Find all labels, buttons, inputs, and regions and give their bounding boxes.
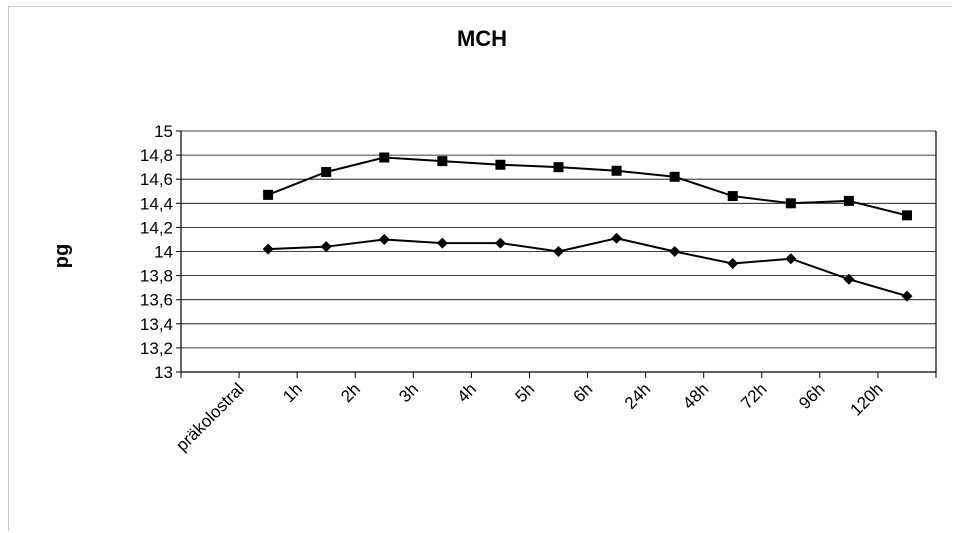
series-1-point [843, 195, 854, 206]
series-2-point [611, 232, 623, 244]
y-tick-labels: 13 13,2 13,4 13,6 13,8 14 14,2 14,4 14,6 14,8 15 [140, 122, 173, 382]
x-tick-label: 72h [737, 379, 770, 412]
y-tick-label: 14,6 [140, 170, 173, 189]
axes [176, 130, 937, 378]
series-2-point [494, 237, 506, 249]
x-tick-label: 5h [511, 379, 538, 406]
series-1-point [321, 166, 332, 177]
y-tick-label: 14 [154, 243, 173, 262]
y-tick-label: 14,8 [140, 146, 173, 165]
x-tick-label: 3h [395, 379, 422, 406]
series-1-point [553, 162, 564, 173]
series-2-point [262, 243, 274, 255]
series-2-line [268, 237, 908, 298]
series-1-point [669, 171, 680, 182]
y-tick-label: 13,6 [140, 291, 173, 310]
x-tick-label: 6h [570, 379, 597, 406]
series-1-point [611, 165, 622, 176]
series-2-point [436, 237, 448, 249]
x-tick-label: 2h [337, 379, 364, 406]
y-tick-label: 13 [154, 363, 173, 382]
series-1-point [437, 156, 448, 167]
y-tick-label: 15 [154, 122, 173, 141]
x-tick-label: 24h [621, 379, 654, 412]
series-1-point [785, 198, 796, 209]
x-tick-label: 96h [795, 379, 828, 412]
series-2-point [727, 258, 739, 270]
series-2-point [843, 273, 855, 285]
series-1-line [267, 156, 908, 217]
series-group [262, 152, 913, 302]
series-2-point [320, 241, 332, 253]
x-tick-label: präkolostral [172, 379, 248, 455]
series-2-point [669, 246, 681, 257]
series-1-point [379, 152, 390, 163]
y-tick-label: 13,8 [140, 267, 173, 286]
x-tick-label: 120h [847, 379, 887, 419]
series-2-point [901, 290, 913, 302]
series-1-point [495, 159, 506, 170]
series-2-point [553, 246, 564, 257]
chart-frame [8, 6, 952, 531]
series-1-point [727, 191, 738, 202]
x-tick-labels: präkolostral 1h 2h 3h 4h 5h 6h 24h 48h 72h 96h 120h [172, 379, 886, 455]
y-tick-label: 13,4 [140, 315, 173, 334]
series-1-point [263, 189, 274, 200]
y-axis-label: pg [51, 244, 73, 268]
y-tick-label: 14,4 [140, 194, 173, 213]
series-2-point [785, 253, 797, 265]
x-tick-label: 1h [279, 379, 306, 406]
x-tick-label: 48h [679, 379, 712, 412]
y-tick-label: 13,2 [140, 339, 173, 358]
x-tick-label: 4h [453, 379, 480, 406]
chart-title: MCH [457, 26, 507, 51]
series-1-point [901, 210, 912, 221]
y-tick-label: 14,2 [140, 218, 173, 237]
series-2-point [378, 233, 390, 245]
